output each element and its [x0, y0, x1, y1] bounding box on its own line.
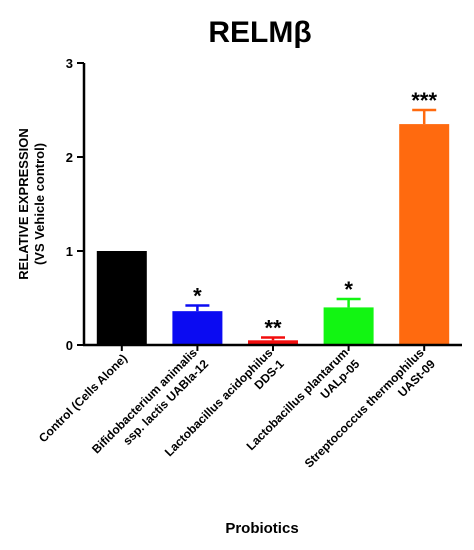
axes: 0 1 2 3: [66, 56, 462, 353]
bar: [399, 124, 450, 345]
x-axis-label: Probiotics: [225, 520, 298, 537]
bars: *******: [96, 88, 450, 345]
significance-marker: ***: [411, 88, 437, 113]
significance-marker: *: [344, 277, 353, 302]
bar: [96, 251, 147, 345]
bar: [248, 340, 298, 345]
bar: [323, 307, 374, 345]
significance-marker: *: [193, 284, 202, 309]
y-tick-label: 3: [66, 56, 73, 71]
y-tick-label: 0: [66, 338, 73, 353]
category-labels: Control (Cells Alone)Bifidobacterium ani…: [36, 345, 438, 470]
bar: [172, 311, 223, 345]
y-tick-label: 2: [66, 150, 73, 165]
y-axis-label-line-1: RELATIVE EXPRESSION: [16, 128, 31, 279]
y-axis-label-line-2: (VS Vehicle control): [32, 143, 47, 265]
significance-marker: **: [264, 315, 282, 340]
y-tick-label: 1: [66, 244, 73, 259]
chart-title: RELMβ: [208, 16, 311, 49]
